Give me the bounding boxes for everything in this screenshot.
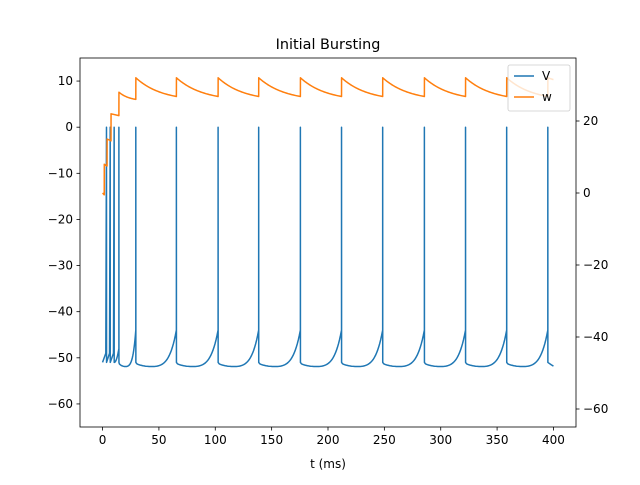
y-left-tick-label: −30	[48, 259, 73, 273]
x-tick-label: 50	[151, 433, 166, 447]
y-left-tick-label: −50	[48, 351, 73, 365]
y-left-tick-label: −60	[48, 397, 73, 411]
y-right-tick-label: 20	[583, 114, 598, 128]
y-right-tick-label: −20	[583, 258, 608, 272]
y-left-tick-label: −40	[48, 305, 73, 319]
y-left-tick-label: −20	[48, 212, 73, 226]
x-tick-label: 350	[486, 433, 509, 447]
x-tick-label: 150	[260, 433, 283, 447]
y-left-tick-label: 0	[65, 120, 73, 134]
chart-title: Initial Bursting	[276, 37, 381, 53]
x-axis-title: t (ms)	[310, 457, 346, 471]
y-right-tick-label: −40	[583, 330, 608, 344]
legend-label-v: V	[542, 69, 551, 83]
x-tick-label: 200	[317, 433, 340, 447]
x-tick-label: 100	[204, 433, 227, 447]
x-tick-label: 400	[542, 433, 565, 447]
y-right-tick-label: −60	[583, 402, 608, 416]
plot-area: 0 50 100 150 200 250 300 350 400−60−50−40−30−20−…	[48, 57, 608, 447]
legend-box	[507, 64, 571, 112]
series-line-w	[102, 77, 554, 196]
y-right-tick-label: 0	[583, 186, 591, 200]
y-left-tick-label: 10	[58, 74, 73, 88]
x-tick-label: 300	[429, 433, 452, 447]
legend-label-w: w	[542, 90, 552, 104]
series-line-v	[101, 126, 554, 368]
x-tick-label: 0	[99, 433, 107, 447]
y-left-tick-label: −10	[48, 166, 73, 180]
x-tick-label: 250	[373, 433, 396, 447]
